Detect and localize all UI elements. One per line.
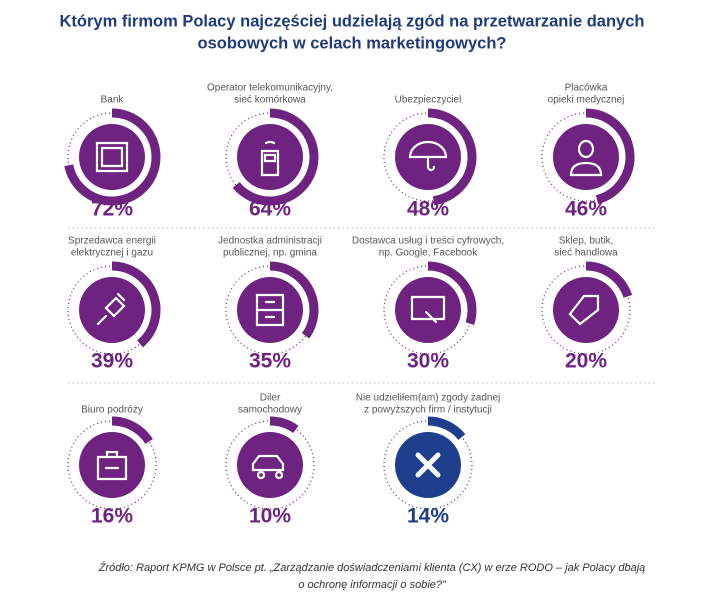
icon: [255, 293, 285, 327]
value-label: 35%: [249, 350, 291, 373]
value-label: 72%: [91, 198, 133, 221]
value-label: 30%: [407, 350, 449, 373]
value-label: 46%: [565, 198, 607, 221]
category-label: elektrycznej i gazu: [71, 248, 153, 259]
ring-arc: [585, 108, 635, 204]
category-label: Sprzedawca energii: [68, 236, 156, 247]
ring-arc: [427, 261, 477, 325]
category-label: Jednostka administracji: [218, 236, 322, 247]
category-label: sieć handlowa: [554, 248, 618, 259]
icon: [96, 292, 126, 326]
category-label: publicznej, np. gmina: [223, 248, 317, 259]
ring-arc: [232, 108, 319, 206]
icon: [95, 141, 129, 173]
badge: [237, 124, 303, 190]
ring-arc: [64, 108, 161, 206]
icon: [251, 454, 285, 480]
category-label: Placówka: [565, 83, 608, 94]
value-label: 48%: [407, 198, 449, 221]
category-label: Nie udzieliłem(am) zgody żadnej: [356, 393, 501, 404]
badge: [237, 432, 303, 498]
icon: [569, 139, 603, 177]
category-label: np. Google, Facebook: [379, 248, 478, 259]
ring-track: [67, 420, 157, 510]
title-line: osobowych w celach marketingowych?: [198, 34, 507, 52]
source-line: o ochronę informacji o sobie?”: [298, 579, 447, 591]
icon: [568, 294, 600, 326]
icon: [408, 140, 448, 172]
value-label: 14%: [407, 505, 449, 528]
category-label: z powyższych firm / instytucji: [364, 405, 492, 416]
value-label: 20%: [565, 350, 607, 373]
badge: [79, 432, 145, 498]
category-label: Dostawca usług i treści cyfrowych,: [352, 236, 504, 247]
title-line: Którym firmom Polacy najczęściej udziela…: [59, 12, 644, 30]
ring-arc: [269, 416, 299, 434]
category-label: samochodowy: [238, 405, 302, 416]
category-label: opieki medycznej: [548, 95, 625, 106]
badge: [79, 124, 145, 190]
ring-arc: [111, 416, 153, 445]
badge: [395, 277, 461, 343]
category-label: Diler: [260, 393, 281, 404]
category-label: sieć komórkowa: [234, 95, 306, 106]
category-label: Bank: [101, 95, 125, 106]
value-label: 10%: [249, 505, 291, 528]
badge: [79, 277, 145, 343]
ring-arc: [111, 261, 161, 348]
category-label: Sklep, butik,: [559, 236, 613, 247]
source-line: Źródło: Raport KPMG w Polsce pt. „Zarząd…: [98, 561, 646, 574]
badge: [553, 277, 619, 343]
value-label: 16%: [91, 505, 133, 528]
value-label: 39%: [91, 350, 133, 373]
icon: [260, 140, 280, 177]
icon: [96, 450, 128, 481]
ring-arc: [269, 261, 319, 339]
category-label: Biuro podróży: [81, 405, 143, 416]
ring-arc: [585, 261, 633, 298]
icon: [415, 452, 441, 478]
ring-track: [225, 420, 315, 510]
ring-track: [383, 420, 473, 510]
ring-arc: [427, 416, 466, 440]
category-label: Ubezpieczyciel: [395, 95, 462, 106]
icon: [410, 295, 446, 324]
value-label: 64%: [249, 198, 291, 221]
ring-arc: [427, 108, 477, 206]
ring-track: [541, 265, 631, 355]
category-label: Operator telekomunikacyjny,: [207, 83, 333, 94]
